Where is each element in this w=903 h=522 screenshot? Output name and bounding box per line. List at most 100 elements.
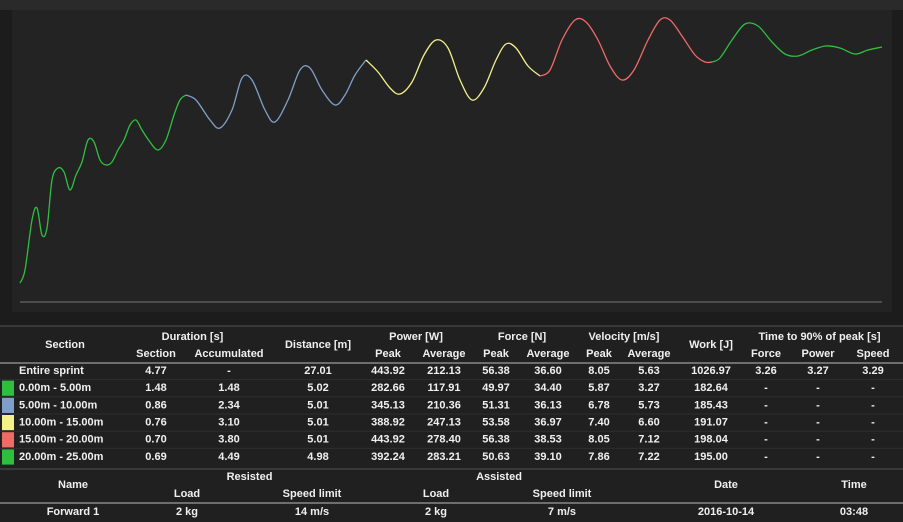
section-swatch (2, 432, 14, 448)
sub-header: Peak (375, 348, 402, 360)
cell: - (816, 434, 820, 446)
cell: 2.34 (218, 399, 240, 411)
cell: 36.13 (534, 399, 562, 411)
row-label: 15.00m - 20.00m (19, 434, 104, 446)
sub-header: Section (136, 348, 176, 360)
cell: 51.31 (482, 399, 510, 411)
section-swatch (2, 415, 14, 431)
column-header: Distance [m] (285, 339, 351, 351)
group-header: Velocity [m/s] (589, 331, 660, 343)
cell: 5.02 (307, 382, 328, 394)
row-label: 0.00m - 5.00m (19, 382, 91, 394)
curve-segment (185, 59, 367, 129)
cell: 39.10 (534, 451, 562, 463)
cell: 2 kg (425, 506, 447, 518)
sub-header: Average (422, 348, 465, 360)
cell: 283.21 (427, 451, 461, 463)
cell: 6.60 (638, 417, 659, 429)
cell: 7.12 (638, 434, 659, 446)
cell: - (871, 399, 875, 411)
sub-header: Speed limit (533, 488, 592, 500)
cell: 7 m/s (548, 506, 576, 518)
cell: 5.87 (588, 382, 609, 394)
cell: 0.76 (145, 417, 166, 429)
cell: - (871, 382, 875, 394)
cell: - (816, 399, 820, 411)
cell: 5.01 (307, 434, 328, 446)
group-header: Duration [s] (162, 331, 224, 343)
sub-header: Average (526, 348, 569, 360)
cell: 3.10 (218, 417, 239, 429)
cell: - (816, 417, 820, 429)
sub-header: Speed (856, 348, 889, 360)
cell: 49.97 (482, 382, 510, 394)
cell: 3.27 (807, 365, 828, 377)
cell: 53.58 (482, 417, 510, 429)
cell: 2016-10-14 (698, 506, 755, 518)
row-label: Forward 1 (47, 506, 100, 518)
cell: 34.40 (534, 382, 562, 394)
tables: Section Duration [s] Section Accumulated Dis… (0, 331, 903, 518)
row-label: Entire sprint (19, 365, 84, 377)
cell: 38.53 (534, 434, 562, 446)
cell: 8.05 (588, 365, 609, 377)
cell: 5.01 (307, 399, 328, 411)
cell: 345.13 (371, 399, 405, 411)
cell: - (871, 451, 875, 463)
cell: 3.27 (638, 382, 659, 394)
cell: 5.73 (638, 399, 659, 411)
cell: 7.22 (638, 451, 659, 463)
cell: 247.13 (427, 417, 461, 429)
curve-segment (539, 17, 713, 81)
section-swatch (2, 380, 14, 396)
cell: 3.80 (218, 434, 239, 446)
cell: 7.40 (588, 417, 609, 429)
cell: 198.04 (694, 434, 729, 446)
cell: 2 kg (176, 506, 198, 518)
column-header: Date (714, 479, 738, 491)
cell: 212.13 (427, 365, 461, 377)
cell: 1.48 (145, 382, 166, 394)
cell: 36.60 (534, 365, 562, 377)
cell: - (764, 434, 768, 446)
curve-segment (365, 39, 541, 101)
group-header: Force [N] (498, 331, 547, 343)
cell: 182.64 (694, 382, 729, 394)
cell: 0.86 (145, 399, 166, 411)
sub-header: Load (174, 488, 200, 500)
cell: - (227, 365, 231, 377)
cell: 5.01 (307, 417, 328, 429)
cell: 195.00 (694, 451, 728, 463)
row-label: 5.00m - 10.00m (19, 399, 97, 411)
cell: - (764, 399, 768, 411)
sub-header: Speed limit (283, 488, 342, 500)
cell: 392.24 (371, 451, 406, 463)
cell: 443.92 (371, 365, 405, 377)
cell: - (764, 417, 768, 429)
sub-header: Peak (586, 348, 613, 360)
velocity-curve (19, 17, 883, 284)
cell: 5.63 (638, 365, 659, 377)
cell: 210.36 (427, 399, 461, 411)
curve-segment (19, 94, 187, 284)
row-label: 20.00m - 25.00m (19, 451, 104, 463)
sub-header: Force (751, 348, 781, 360)
cell: - (871, 434, 875, 446)
cell: 185.43 (694, 399, 728, 411)
sub-header: Power (801, 348, 835, 360)
section-swatch (2, 397, 14, 413)
column-header: Section (45, 339, 85, 351)
cell: 4.98 (307, 451, 328, 463)
cell: 0.69 (145, 451, 166, 463)
cell: - (816, 451, 820, 463)
cell: 27.01 (304, 365, 332, 377)
sub-header: Accumulated (194, 348, 263, 360)
sub-header: Average (627, 348, 670, 360)
column-header: Work [J] (689, 339, 733, 351)
group-header: Assisted (476, 471, 522, 483)
section-swatch (2, 449, 14, 465)
cell: 282.66 (371, 382, 405, 394)
cell: - (816, 382, 820, 394)
